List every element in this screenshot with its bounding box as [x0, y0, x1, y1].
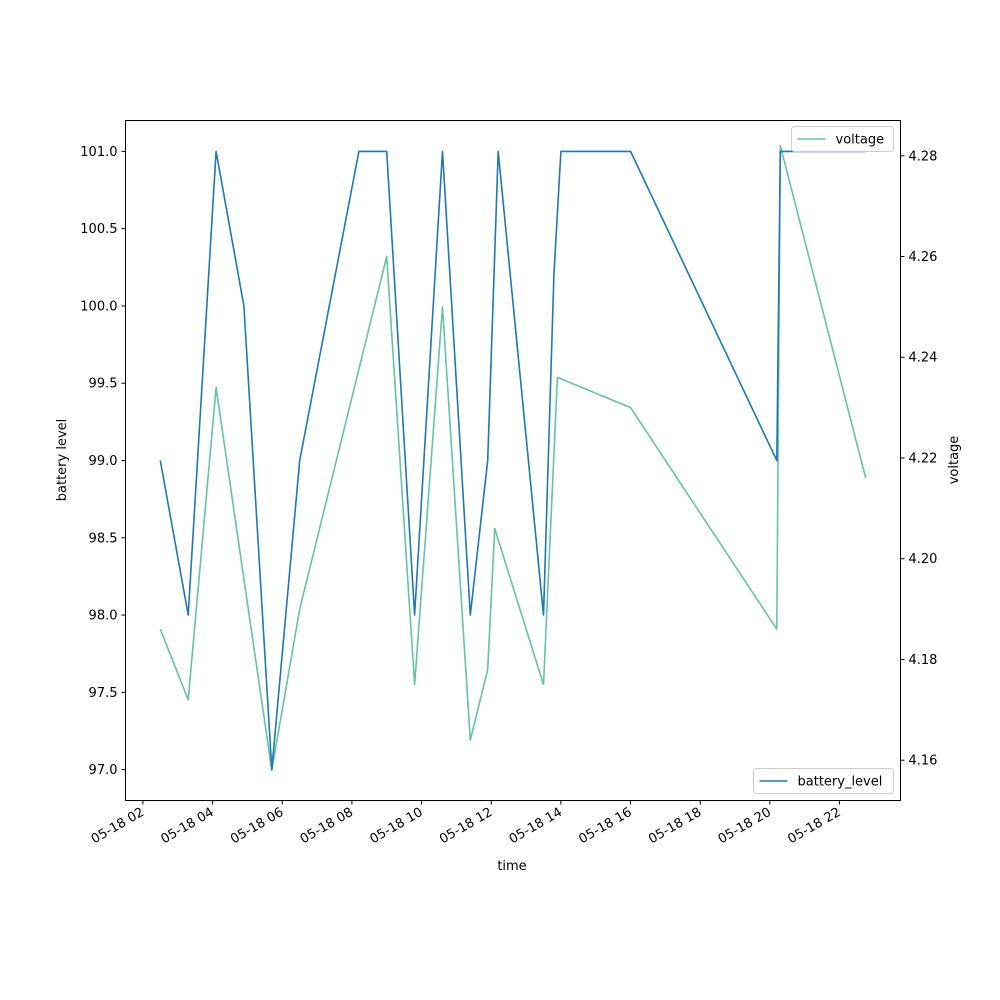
legend-battery_level: battery_level — [753, 768, 894, 794]
right-y-tick-label: 4.22 — [909, 451, 938, 466]
legend-voltage: voltage — [791, 126, 894, 152]
series-line-voltage — [159, 144, 867, 772]
right-y-tick-label: 4.24 — [909, 351, 938, 366]
right-y-tick-label: 4.20 — [909, 552, 938, 567]
legend-layer: battery_level voltage — [753, 126, 894, 794]
left-y-tick-label: 101.0 — [80, 145, 117, 160]
right-y-axis-label: voltage — [947, 436, 962, 485]
left-y-tick-label: 100.5 — [80, 222, 117, 237]
left-y-axis-label: battery level — [55, 419, 70, 502]
right-y-tick-label: 4.18 — [909, 653, 938, 668]
legend-box — [791, 126, 894, 152]
right-y-axis: 4.16 4.18 4.20 4.22 4.24 4.26 4.28 — [900, 149, 938, 769]
left-y-tick-label: 98.0 — [89, 609, 118, 624]
left-y-tick-label: 100.0 — [80, 299, 117, 314]
series-layer — [159, 144, 867, 772]
left-y-tick-label: 98.5 — [89, 531, 118, 546]
left-y-tick-label: 97.5 — [89, 686, 118, 701]
series-line-battery_level — [159, 150, 866, 771]
legend-label: voltage — [836, 133, 885, 148]
left-y-axis: 97.0 97.5 98.0 98.5 99.0 99.5 100.0 100.5 101.0 — [80, 145, 126, 778]
left-y-tick-label: 99.0 — [89, 454, 118, 469]
right-y-tick-label: 4.16 — [909, 754, 938, 769]
x-axis-label: time — [497, 859, 526, 874]
legend-box — [753, 768, 894, 794]
right-y-tick-label: 4.26 — [909, 250, 938, 265]
right-y-tick-label: 4.28 — [909, 149, 938, 164]
left-y-tick-label: 97.0 — [89, 763, 118, 778]
left-y-tick-label: 99.5 — [89, 377, 118, 392]
legend-label: battery_level — [798, 775, 883, 790]
